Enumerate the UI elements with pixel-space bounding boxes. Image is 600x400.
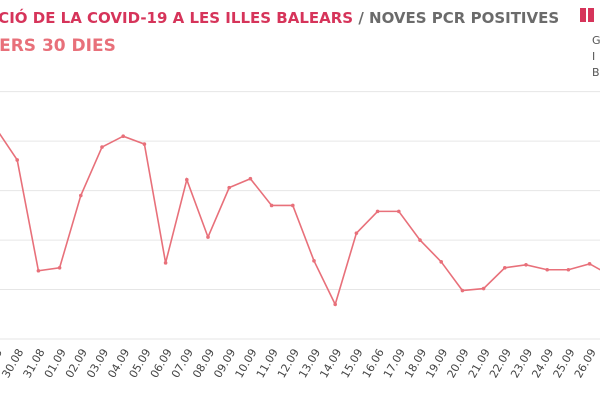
title-main: UCIÓ DE LA COVID-19 A LES ILLES BALEARS	[0, 8, 353, 27]
data-point	[503, 265, 507, 270]
chart-subtitle: RERS 30 DIES	[0, 36, 116, 56]
data-point	[333, 302, 338, 307]
data-point	[100, 145, 104, 149]
logo-letter: B	[592, 66, 600, 79]
data-point	[248, 176, 253, 181]
data-point	[545, 267, 549, 272]
x-tick-label: 9	[0, 347, 5, 360]
data-point	[587, 262, 592, 266]
logo-bar	[580, 8, 586, 22]
data-point	[163, 261, 168, 265]
data-point	[227, 185, 231, 190]
data-point	[206, 235, 210, 239]
data-point	[57, 265, 62, 270]
data-point	[566, 267, 571, 272]
data-point	[269, 203, 274, 208]
data-point	[524, 263, 528, 267]
logo	[580, 8, 594, 22]
chart-title: UCIÓ DE LA COVID-19 A LES ILLES BALEARS …	[0, 8, 559, 27]
data-point	[354, 231, 359, 235]
title-suffix: / NOVES PCR POSITIVES	[353, 9, 559, 27]
data-point	[121, 134, 125, 138]
data-point	[460, 288, 465, 293]
logo-letter: G	[592, 34, 600, 47]
data-point	[291, 203, 295, 208]
data-point	[36, 268, 41, 273]
data-point	[397, 209, 401, 214]
data-point	[439, 260, 444, 264]
logo-bar	[588, 8, 594, 22]
data-point	[15, 158, 19, 162]
data-point	[185, 177, 189, 182]
data-point	[312, 259, 316, 263]
data-point	[142, 142, 147, 146]
data-point	[418, 238, 422, 242]
data-point	[79, 193, 83, 198]
data-point	[481, 286, 486, 291]
data-point	[375, 209, 380, 214]
data-line	[0, 132, 600, 307]
logo-letter: I	[592, 50, 595, 63]
x-tick-label: 26.09	[572, 347, 599, 381]
